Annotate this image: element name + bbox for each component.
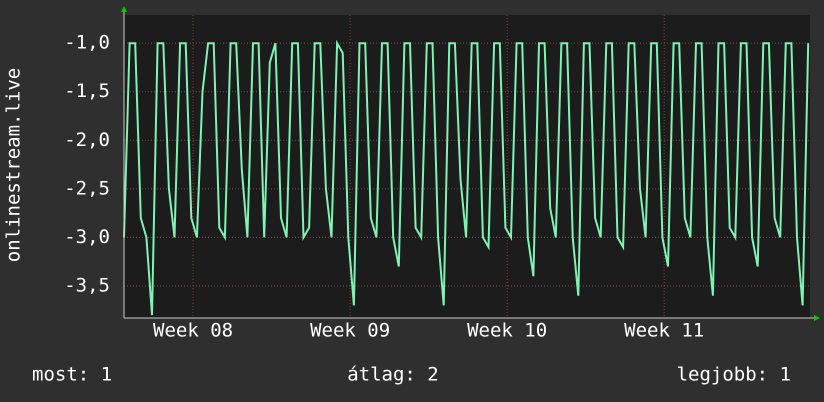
x-tick-label: Week 08 — [153, 320, 233, 342]
footer-stat: most: 1 — [32, 364, 112, 386]
x-tick-label: Week 11 — [624, 320, 704, 342]
y-tick-label: -2,0 — [64, 129, 110, 151]
y-tick-label: -3,0 — [64, 226, 110, 248]
data-line — [123, 39, 810, 316]
y-axis-label: onlinestream.live — [3, 68, 25, 262]
y-tick-label: -1,5 — [64, 80, 110, 102]
y-tick-label: -2,5 — [64, 177, 110, 199]
axis-arrow — [814, 315, 820, 321]
y-tick-label: -3,5 — [64, 274, 110, 296]
footer-stat: átlag: 2 — [347, 364, 439, 386]
footer-stat: legjobb: 1 — [677, 364, 791, 386]
x-tick-label: Week 09 — [310, 320, 390, 342]
axis-arrow — [121, 6, 127, 12]
y-tick-label: -1,0 — [64, 32, 110, 54]
x-tick-label: Week 10 — [467, 320, 547, 342]
